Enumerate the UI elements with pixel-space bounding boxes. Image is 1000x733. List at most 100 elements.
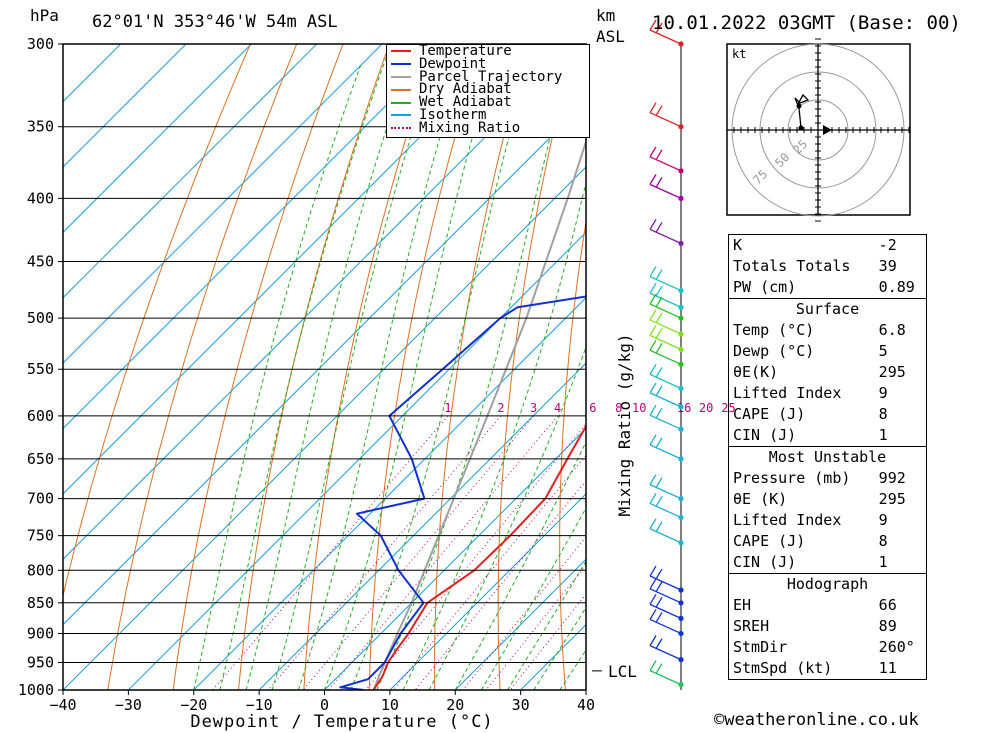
dry-adiabat-line xyxy=(497,44,576,690)
wind-barb-flag xyxy=(655,285,663,297)
dry-adiabat-line xyxy=(942,44,1000,690)
pressure-tick-label: 950 xyxy=(27,653,54,671)
wind-barb-flag xyxy=(649,219,657,230)
wind-barb-flag xyxy=(649,146,657,158)
wind-barb-shaft xyxy=(649,645,682,661)
isotherm-line xyxy=(63,44,121,103)
mu-cin-label: CIN (J) xyxy=(733,553,797,571)
legend-label: Dry Adiabat xyxy=(419,81,512,98)
wind-barb-flag xyxy=(655,328,663,339)
wind-barb-flag xyxy=(649,339,657,351)
temperature-tick-label: −40 xyxy=(49,696,76,714)
isotherm-line xyxy=(258,362,586,690)
legend-item: Wet Adiabat xyxy=(387,94,589,111)
temp-value: 6.8 xyxy=(878,321,906,339)
mixing-ratio-label: 20 xyxy=(699,401,713,415)
hodograph-point xyxy=(798,125,804,131)
wind-barb-shaft xyxy=(649,414,682,430)
x-axis-title: Dewpoint / Temperature (°C) xyxy=(190,712,493,732)
isotherm-line xyxy=(324,427,586,690)
pressure-tick-label: 900 xyxy=(27,624,54,642)
mixing-ratio-line xyxy=(328,415,559,690)
most-unstable-title: Most Unstable xyxy=(728,446,927,468)
mixing-ratio-axis-title: Mixing Ratio (g/kg) xyxy=(615,333,634,516)
mixing-ratio-label: 8 xyxy=(615,401,622,415)
wind-barb-shaft xyxy=(649,392,682,408)
mixing-ratio-label: 3 xyxy=(530,401,537,415)
wind-barb-shaft xyxy=(649,575,682,591)
legend-item: Temperature xyxy=(387,44,589,58)
wet-adiabat-line xyxy=(193,61,363,690)
legend-label: Dewpoint xyxy=(419,55,487,72)
wind-barb-flag xyxy=(655,312,663,324)
wind-barb-flag xyxy=(655,407,663,419)
wind-barb-shaft xyxy=(649,319,682,335)
wind-barb-flag xyxy=(655,177,663,188)
wind-barb-flag xyxy=(655,149,663,161)
mu-cin-value: 1 xyxy=(878,553,888,571)
tt-label: Totals Totals xyxy=(733,257,851,275)
wind-barb-flag xyxy=(655,477,663,488)
wind-barb-flag xyxy=(649,660,657,671)
legend-swatch xyxy=(391,127,411,130)
wet-adiabat-line xyxy=(507,560,586,690)
wet-adiabat-line xyxy=(402,181,586,690)
pressure-tick-label: 850 xyxy=(27,594,54,612)
wind-barb-flag xyxy=(655,269,663,280)
theta-value: 295 xyxy=(878,363,906,381)
wind-barb-shaft xyxy=(649,29,682,45)
legend-item: Mixing Ratio xyxy=(387,121,589,135)
legend-swatch xyxy=(391,75,411,78)
pressure-tick-label: 300 xyxy=(27,35,54,53)
wind-barb-flag xyxy=(649,102,657,114)
asl-unit-label: ASL xyxy=(596,27,625,46)
wind-barb-flag xyxy=(649,578,657,590)
mu-theta-label: θE (K) xyxy=(733,490,788,508)
indices-table: K -2 Totals Totals 39 PW (cm) 0.89 Surface … xyxy=(728,234,927,680)
wind-barb-flag xyxy=(649,609,657,620)
isotherm-line xyxy=(63,44,318,299)
mu-pressure-label: Pressure (mb) xyxy=(733,469,851,487)
dewp-label: Dewp (°C) xyxy=(733,342,815,360)
legend-label: Isotherm xyxy=(419,106,487,123)
isotherm-line xyxy=(63,44,579,560)
pressure-tick-label: 800 xyxy=(27,561,54,579)
wind-barb-shaft xyxy=(649,373,682,389)
legend-item: Dewpoint xyxy=(387,55,589,72)
mixing-ratio-line xyxy=(365,423,586,690)
temperature-tick-label: 40 xyxy=(577,696,595,714)
isotherm-line xyxy=(389,493,586,690)
mu-li-label: Lifted Index xyxy=(733,511,842,529)
stmspd-value: 11 xyxy=(878,659,897,677)
legend-label: Wet Adiabat xyxy=(419,94,512,111)
wet-adiabat-line xyxy=(245,44,416,690)
pressure-tick-label: 650 xyxy=(27,450,54,468)
dry-adiabat-line xyxy=(107,44,298,690)
wind-barb-flag xyxy=(655,568,663,580)
dry-adiabat-line xyxy=(990,44,1000,690)
pressure-tick-label: 450 xyxy=(27,253,54,271)
sreh-label: SREH xyxy=(733,617,770,635)
theta-label: θE(K) xyxy=(733,363,779,381)
wind-barb-shaft xyxy=(649,484,682,500)
wind-barb-shaft xyxy=(649,183,682,199)
wind-level-dot xyxy=(678,514,684,521)
legend-item: Isotherm xyxy=(387,106,589,123)
wind-level-dot xyxy=(678,657,684,663)
temperature-tick-label: −20 xyxy=(180,696,207,714)
stmspd-label: StmSpd (kt) xyxy=(733,659,833,677)
wind-barb-shaft xyxy=(649,603,682,619)
isotherm-line xyxy=(193,297,586,690)
wind-barb-flag xyxy=(649,635,657,646)
pressure-tick-label: 700 xyxy=(27,490,54,508)
wind-barb-flag xyxy=(655,521,663,533)
temperature-tick-label: 0 xyxy=(320,696,329,714)
stmdir-value: 260° xyxy=(878,638,915,656)
storm-motion-marker xyxy=(823,125,832,135)
wind-barb-flag xyxy=(649,325,657,336)
mixing-ratio-label: 4 xyxy=(554,401,561,415)
pressure-tick-label: 1000 xyxy=(18,681,54,699)
wet-adiabat-line xyxy=(533,606,586,690)
pressure-tick-label: 750 xyxy=(27,527,54,545)
wind-barb-flag xyxy=(655,342,663,354)
